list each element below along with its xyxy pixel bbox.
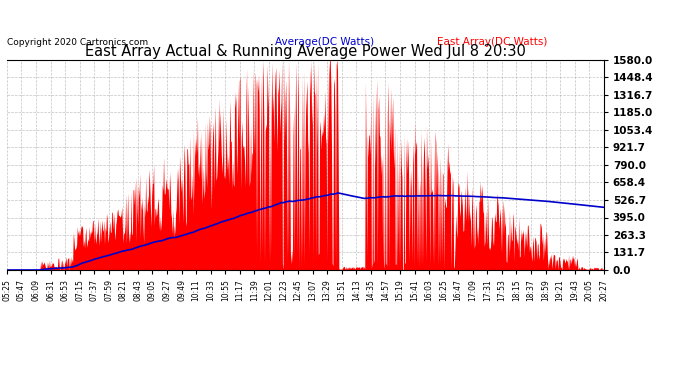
- Text: Average(DC Watts): Average(DC Watts): [275, 38, 375, 47]
- Title: East Array Actual & Running Average Power Wed Jul 8 20:30: East Array Actual & Running Average Powe…: [85, 44, 526, 59]
- Text: Copyright 2020 Cartronics.com: Copyright 2020 Cartronics.com: [7, 38, 148, 47]
- Text: East Array(DC Watts): East Array(DC Watts): [437, 38, 547, 47]
